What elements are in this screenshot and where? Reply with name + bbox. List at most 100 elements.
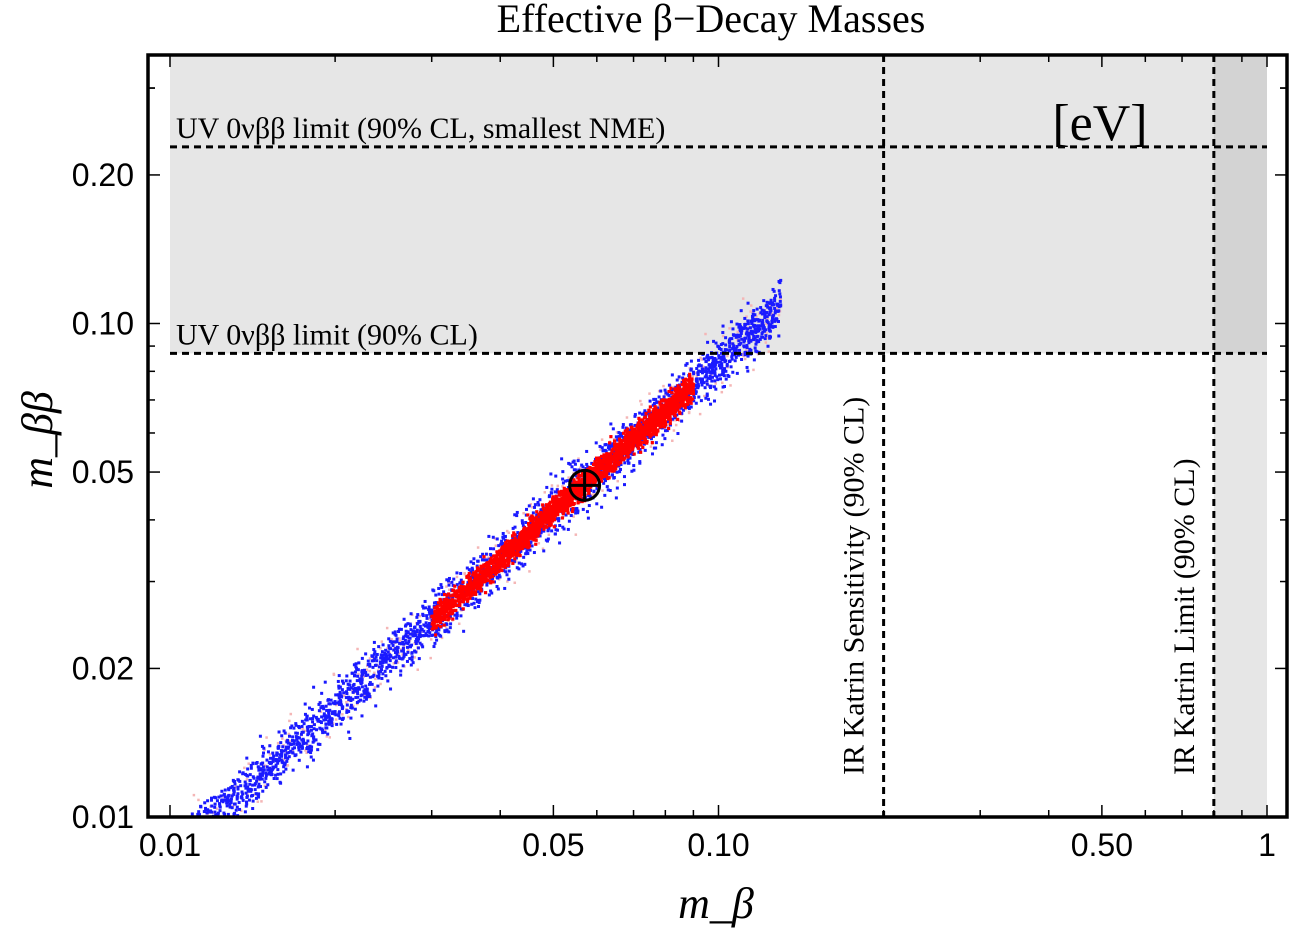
point-outer-scatter [769,309,773,313]
point-outer-scatter [652,401,656,405]
point-outer-scatter [400,657,404,661]
point-outer-scatter [267,771,271,775]
point-outer-scatter [536,515,540,519]
point-light-scatter [351,704,355,708]
point-outer-scatter [496,587,500,591]
point-light-scatter [319,710,323,714]
point-light-scatter [774,307,778,310]
point-outer-scatter [448,626,452,630]
point-light-scatter [356,647,359,651]
point-outer-scatter [777,334,781,338]
point-outer-scatter [269,773,273,777]
point-core-scatter [526,541,531,545]
point-outer-scatter [302,722,306,726]
point-outer-scatter [752,334,756,338]
point-outer-scatter [569,514,573,518]
point-outer-scatter [356,668,360,672]
point-core-scatter [664,423,668,427]
point-outer-scatter [743,353,747,357]
point-outer-scatter [303,702,307,706]
point-outer-scatter [495,537,499,541]
point-outer-scatter [312,735,316,739]
point-outer-scatter [713,356,717,360]
point-outer-scatter [642,411,646,415]
point-outer-scatter [210,796,214,800]
point-outer-scatter [334,693,338,697]
point-outer-scatter [484,552,488,556]
point-core-scatter [510,549,515,554]
point-outer-scatter [316,742,320,746]
point-outer-scatter [758,327,762,331]
point-outer-scatter [490,554,494,558]
point-outer-scatter [330,712,334,716]
point-light-scatter [745,315,748,318]
point-outer-scatter [271,757,275,761]
point-outer-scatter [424,621,428,625]
point-outer-scatter [770,303,774,307]
point-outer-scatter [370,654,374,658]
point-light-scatter [243,766,246,770]
point-core-scatter [675,402,680,406]
point-outer-scatter [271,759,275,763]
point-outer-scatter [671,417,675,421]
point-light-scatter [648,392,651,395]
point-outer-scatter [535,513,539,517]
point-core-scatter [576,476,580,480]
point-outer-scatter [651,434,655,438]
point-outer-scatter [574,511,578,515]
point-outer-scatter [408,644,412,648]
point-outer-scatter [737,343,741,347]
point-outer-scatter [306,727,310,731]
point-light-scatter [253,793,256,797]
point-outer-scatter [721,369,725,373]
point-core-scatter [483,580,487,584]
point-outer-scatter [393,651,397,655]
point-light-scatter [695,371,698,374]
point-light-scatter [420,630,424,633]
point-outer-scatter [524,520,528,524]
point-outer-scatter [730,337,734,341]
point-outer-scatter [346,682,350,686]
point-outer-scatter [573,468,577,472]
point-core-scatter [630,432,634,436]
point-light-scatter [428,618,432,621]
point-outer-scatter [368,675,372,679]
point-outer-scatter [766,344,770,348]
point-outer-scatter [557,519,561,523]
point-outer-scatter [617,431,621,435]
point-outer-scatter [345,703,349,707]
point-core-scatter [639,433,643,438]
point-outer-scatter [619,462,623,466]
point-outer-scatter [425,616,429,620]
point-light-scatter [413,656,417,659]
point-outer-scatter [264,771,268,775]
point-light-scatter [445,585,448,588]
point-core-scatter [444,598,448,602]
point-core-scatter [434,626,438,630]
point-outer-scatter [326,732,330,736]
point-outer-scatter [293,746,297,750]
point-outer-scatter [573,462,577,466]
point-outer-scatter [485,583,489,587]
point-light-scatter [691,375,695,378]
point-light-scatter [767,350,771,353]
point-outer-scatter [773,299,777,303]
point-outer-scatter [445,628,449,632]
point-outer-scatter [664,391,668,395]
point-core-scatter [539,512,543,516]
point-outer-scatter [424,606,428,610]
point-outer-scatter [231,778,235,782]
point-outer-scatter [648,399,652,403]
point-outer-scatter [427,607,431,611]
point-outer-scatter [414,637,418,641]
point-light-scatter [662,384,665,388]
point-outer-scatter [272,776,276,780]
point-core-scatter [605,458,609,462]
point-outer-scatter [447,576,451,580]
point-outer-scatter [610,452,614,456]
point-outer-scatter [308,744,312,748]
point-outer-scatter [710,365,714,369]
point-outer-scatter [251,761,255,765]
point-outer-scatter [333,700,337,704]
point-outer-scatter [465,566,469,570]
